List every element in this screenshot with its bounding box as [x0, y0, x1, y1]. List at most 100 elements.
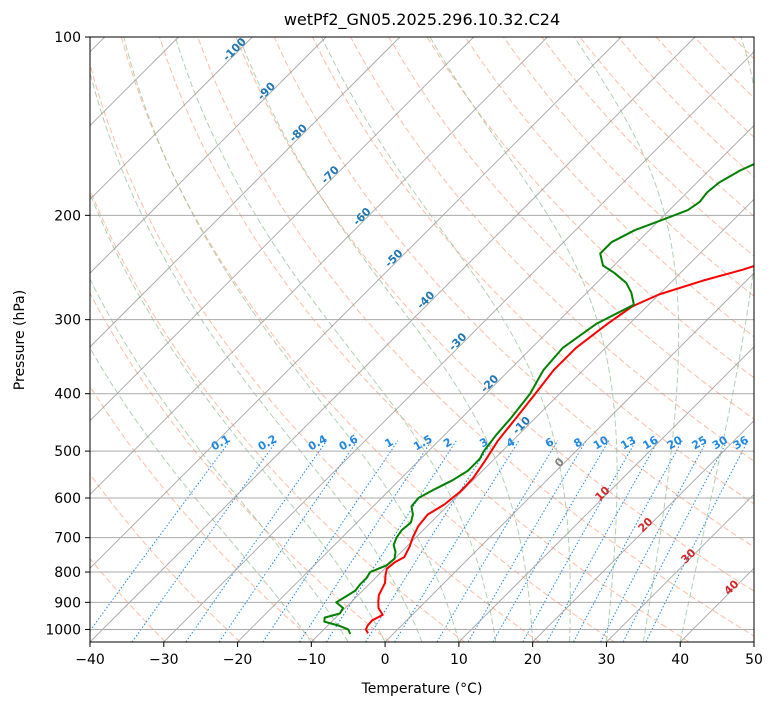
isotherm-line: [606, 493, 754, 642]
dry-adiabat-line: [235, 37, 754, 592]
dry-adiabat-line: [90, 62, 540, 642]
isotherm-line: [163, 51, 754, 642]
dry-adiabat-line: [311, 37, 754, 505]
dry-adiabat-line: [159, 37, 690, 642]
y-tick-label: 600: [54, 491, 81, 507]
y-tick-label: 100: [54, 30, 81, 46]
moist-adiabat-label: -80: [287, 121, 310, 144]
moist-adiabat-line: [321, 37, 571, 642]
isotherm-line: [532, 419, 754, 642]
mixing-ratio-label: 30: [710, 433, 730, 452]
dewpoint-profile-line: [323, 163, 754, 635]
dry-adiabat-line: [655, 37, 754, 138]
dry-adiabat-line: [350, 37, 754, 462]
isotherm-line: [753, 641, 754, 642]
y-tick-label: 400: [54, 387, 81, 403]
moist-adiabat-line: [573, 37, 680, 642]
moist-adiabat-label: -60: [350, 205, 373, 228]
moist-adiabat-line: [90, 192, 386, 642]
mixing-ratio-line: [573, 440, 683, 642]
mixing-ratio-label: 0.4: [306, 432, 330, 453]
chart-title: wetPf2_GN05.2025.296.10.32.C24: [284, 10, 560, 30]
x-axis-label: Temperature (°C): [361, 681, 483, 697]
plot-frame: [89, 36, 755, 643]
y-tick-label: 700: [54, 531, 81, 547]
dry-adiabat-line: [771, 37, 775, 642]
moist-adiabat-label: 30: [678, 546, 698, 566]
moist-adiabat-line: [174, 37, 497, 642]
moist-adiabat-label: 10: [592, 484, 612, 504]
isotherm-line: [90, 37, 548, 496]
y-tick-label: 900: [54, 595, 81, 611]
x-tick-label: −30: [149, 652, 179, 668]
mixing-ratio-label: 1: [383, 435, 396, 450]
isotherm-line: [458, 346, 754, 642]
mixing-ratio-label: 0.1: [209, 432, 232, 453]
moist-adiabat-label: -50: [382, 247, 405, 270]
mixing-ratio-line: [262, 440, 399, 642]
mixing-ratio-label: 25: [690, 433, 710, 452]
mixing-ratio-line: [645, 440, 749, 642]
moist-adiabat-line: [90, 70, 423, 642]
dry-adiabat-line: [464, 37, 754, 338]
y-axis-label: Pressure (hPa): [12, 290, 28, 390]
mixing-ratio-label: 3: [477, 435, 490, 450]
mixing-ratio-label: 10: [591, 433, 611, 452]
y-tick-label: 1000: [45, 622, 81, 638]
moist-adiabat-line: [90, 347, 312, 642]
isotherm-line: [90, 37, 622, 569]
dry-adiabat-line: [541, 37, 754, 257]
y-tick-label: 200: [54, 208, 81, 224]
y-tick-label: 800: [54, 565, 81, 581]
y-axis-ticks: 100 200 300 400 500 600 700 800 900 1000: [45, 30, 90, 638]
moist-adiabat-label: -10: [510, 414, 533, 437]
moist-adiabat-label: -20: [478, 372, 501, 395]
isotherm-line: [90, 37, 253, 201]
isotherm-line: [90, 37, 475, 422]
moist-adiabat-label: -30: [446, 330, 469, 353]
mixing-ratio-line: [622, 440, 728, 642]
x-tick-label: 10: [450, 652, 468, 668]
moist-adiabat-label: -100: [220, 35, 249, 64]
mixing-ratio-label: 0.2: [256, 432, 279, 453]
dry-adiabat-line: [90, 292, 391, 642]
mixing-ratio-label: 36: [731, 433, 751, 452]
dry-adiabat-line: [388, 37, 754, 420]
x-tick-label: 40: [671, 652, 689, 668]
y-tick-label: 300: [54, 313, 81, 329]
mixing-ratio-line: [185, 440, 328, 642]
plot-area: 0.1 0.2 0.4 0.6 1 1.5 2 3 4 6 8 10 13 16 20 25 30 36-100-…: [90, 35, 775, 642]
x-tick-label: 30: [598, 652, 616, 668]
mixing-ratio-label: 2: [441, 435, 454, 450]
isotherm-line: [90, 37, 327, 274]
x-tick-label: 20: [524, 652, 542, 668]
mixing-ratio-line: [325, 440, 457, 642]
dry-adiabat-line: [90, 557, 166, 642]
dry-adiabat-line: [90, 188, 465, 642]
x-tick-label: −20: [223, 652, 253, 668]
moist-adiabat-line: [90, 278, 349, 642]
isotherm-line: [310, 198, 754, 642]
mixing-ratio-label: 8: [572, 435, 585, 450]
dry-adiabat-line: [426, 37, 754, 379]
mixing-ratio-label: 20: [665, 433, 685, 452]
x-tick-label: −10: [297, 652, 327, 668]
dry-adiabat-line: [273, 37, 754, 548]
moist-adiabat-label: 20: [636, 515, 656, 535]
isotherm-line: [237, 124, 754, 642]
mixing-ratio-line: [218, 440, 358, 642]
mixing-ratio-label: 1.5: [411, 432, 434, 453]
mixing-ratio-line: [365, 440, 493, 642]
moist-adiabat-line: [123, 37, 460, 642]
isotherm-line: [384, 272, 754, 642]
moist-adiabat-label: 40: [722, 577, 742, 597]
dry-adiabat-line: [90, 473, 241, 642]
x-axis-ticks: −40 −30 −20 −10 0 10 20 30 40 50: [75, 642, 763, 668]
moist-adiabat-label: -40: [414, 288, 437, 311]
mixing-ratio-line: [600, 440, 708, 642]
x-tick-label: −40: [75, 652, 105, 668]
moist-adiabat-line: [679, 37, 754, 642]
y-tick-label: 500: [54, 444, 81, 460]
isotherm-line: [90, 37, 401, 348]
